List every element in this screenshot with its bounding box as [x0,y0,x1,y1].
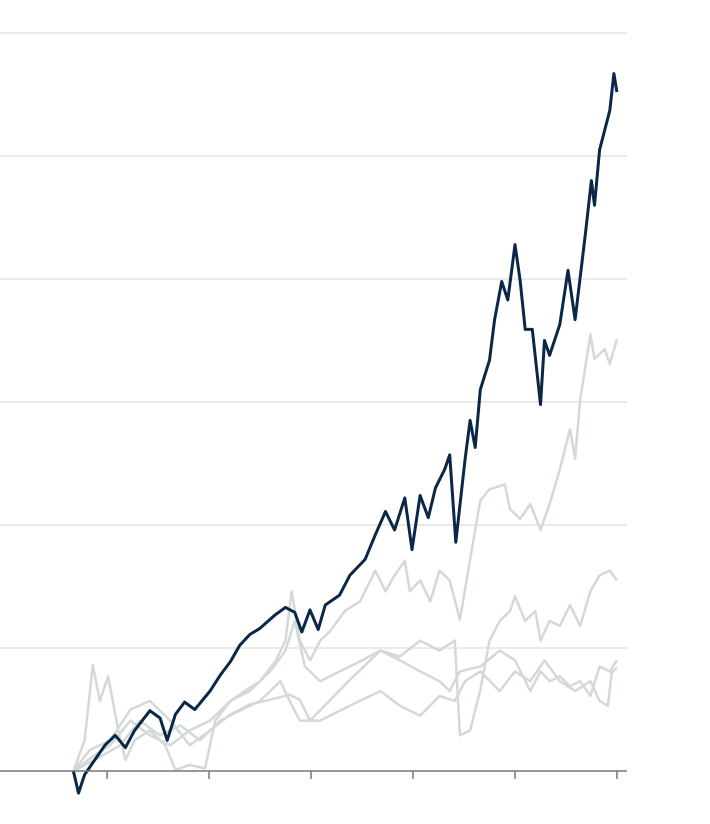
series-line [72,649,618,772]
series-line [72,659,618,773]
series-line [71,72,619,795]
series-line [72,569,618,773]
